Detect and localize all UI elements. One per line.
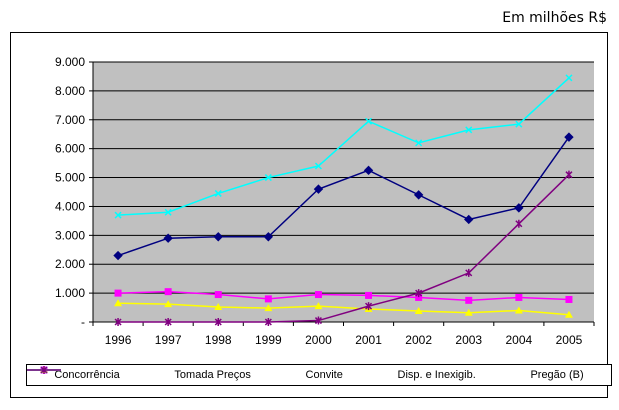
series-2-point	[114, 299, 123, 307]
legend-label: Concorrência	[54, 369, 120, 381]
x-tick-label: 2004	[505, 333, 532, 347]
y-tick-label: 5.000	[55, 171, 85, 185]
series-1-point	[114, 289, 122, 297]
series-line-1	[118, 290, 569, 302]
legend-item: Pregão (B)	[27, 366, 584, 381]
series-3-point	[314, 162, 322, 170]
series-0-point	[464, 214, 474, 225]
series-4-point	[114, 318, 122, 326]
series-line-3	[118, 77, 570, 216]
series-3-point	[114, 211, 122, 219]
series-3-point	[465, 126, 473, 134]
series-4-point	[314, 316, 322, 325]
series-1-point	[214, 291, 222, 299]
series-2-point	[164, 300, 173, 308]
x-tick-label: 2001	[355, 333, 382, 347]
series-3-point	[365, 117, 373, 125]
legend-item: Convite	[27, 366, 343, 381]
series-line-0	[117, 136, 570, 257]
legend-label: Convite	[305, 369, 343, 381]
series-1-point	[264, 295, 272, 303]
series-1-point	[565, 295, 573, 303]
y-tick-label: 2.000	[55, 257, 85, 271]
series-0-point	[113, 250, 123, 261]
series-4-point	[365, 302, 373, 311]
y-tick-label: 9.000	[55, 55, 85, 69]
series-3-point	[264, 174, 272, 182]
series-4-point	[264, 318, 272, 326]
series-4-point	[465, 268, 473, 277]
unit-note: Em milhões R$	[502, 10, 607, 26]
series-1-point	[415, 293, 423, 301]
series-2-point	[414, 307, 423, 315]
series-2-point	[464, 308, 473, 316]
series-1-point	[314, 291, 322, 299]
series-4-point	[164, 318, 172, 326]
series-4-point	[515, 219, 523, 228]
series-2-point	[314, 302, 323, 310]
legend-item: Tomada Preços	[27, 366, 251, 381]
series-0-point	[363, 165, 374, 176]
series-1-point	[365, 291, 373, 299]
x-tick-label: 2002	[405, 333, 432, 347]
x-tick-label: 1997	[155, 333, 182, 347]
y-tick-label: 8.000	[55, 84, 85, 98]
y-tick-label: 1.000	[55, 286, 85, 300]
series-line-2	[118, 302, 570, 316]
y-tick-label: 6.000	[55, 142, 85, 156]
x-tick-label: 1998	[205, 333, 232, 347]
series-line-4	[118, 174, 570, 323]
legend-item: Disp. e Inexigib.	[27, 366, 476, 381]
x-tick-label: 2000	[305, 333, 332, 347]
series-0-point	[313, 184, 324, 194]
series-4-point	[415, 289, 423, 298]
legend-label: Disp. e Inexigib.	[397, 369, 476, 381]
series-3-point	[164, 208, 172, 216]
series-3-point	[515, 120, 523, 128]
plot-area	[93, 62, 594, 322]
legend-label: Tomada Preços	[174, 369, 251, 381]
series-3-point	[415, 139, 423, 147]
series-3-point	[214, 189, 222, 197]
series-2-point	[514, 306, 523, 314]
series-0-point	[413, 190, 424, 200]
series-0-point	[263, 232, 274, 242]
series-1-point	[164, 288, 172, 296]
y-tick-label: 3.000	[55, 228, 85, 242]
series-0-point	[213, 232, 223, 242]
series-4-point	[214, 318, 222, 326]
series-2-point	[264, 304, 273, 312]
series-0-point	[564, 132, 574, 142]
legend-label: Pregão (B)	[530, 369, 584, 381]
series-1-point	[465, 296, 473, 304]
series-0-point	[514, 203, 524, 213]
series-0-point	[163, 233, 173, 243]
y-tick-label: 7.000	[55, 113, 85, 127]
series-2-point	[214, 302, 223, 310]
chart-legend: Concorrência Tomada Preços Convite Disp. e …	[26, 364, 612, 386]
x-tick-label: 1996	[105, 333, 132, 347]
x-tick-label: 2003	[455, 333, 482, 347]
legend-item: Concorrência	[27, 366, 120, 381]
y-tick-label: -	[81, 315, 85, 329]
x-tick-label: 2005	[556, 333, 583, 347]
y-tick-label: 4.000	[55, 199, 85, 213]
legend-swatch	[27, 366, 61, 374]
series-3-point	[565, 74, 573, 82]
x-tick-label: 1999	[255, 333, 282, 347]
series-1-point	[515, 293, 523, 301]
series-4-point	[565, 170, 573, 179]
series-2-point	[564, 310, 573, 318]
